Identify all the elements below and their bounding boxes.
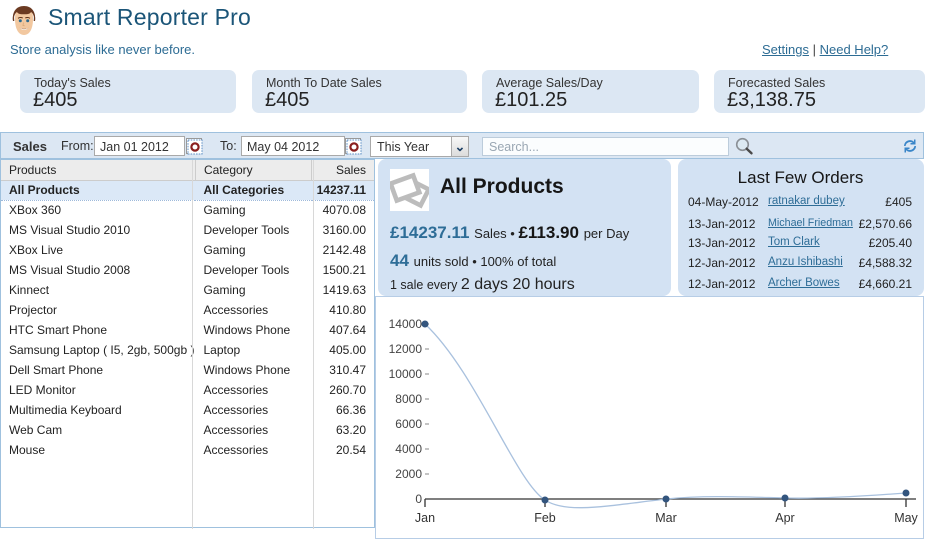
svg-text:10000: 10000 bbox=[389, 367, 423, 381]
svg-text:2000: 2000 bbox=[395, 467, 422, 481]
svg-text:May: May bbox=[894, 511, 918, 525]
svg-text:8000: 8000 bbox=[395, 392, 422, 406]
svg-text:12000: 12000 bbox=[389, 342, 423, 356]
svg-text:Feb: Feb bbox=[534, 511, 556, 525]
svg-text:4000: 4000 bbox=[395, 442, 422, 456]
svg-text:Mar: Mar bbox=[655, 511, 677, 525]
svg-text:0: 0 bbox=[415, 492, 422, 506]
svg-text:6000: 6000 bbox=[395, 417, 422, 431]
svg-text:Apr: Apr bbox=[775, 511, 794, 525]
svg-text:14000: 14000 bbox=[389, 317, 423, 331]
svg-text:Jan: Jan bbox=[415, 511, 435, 525]
